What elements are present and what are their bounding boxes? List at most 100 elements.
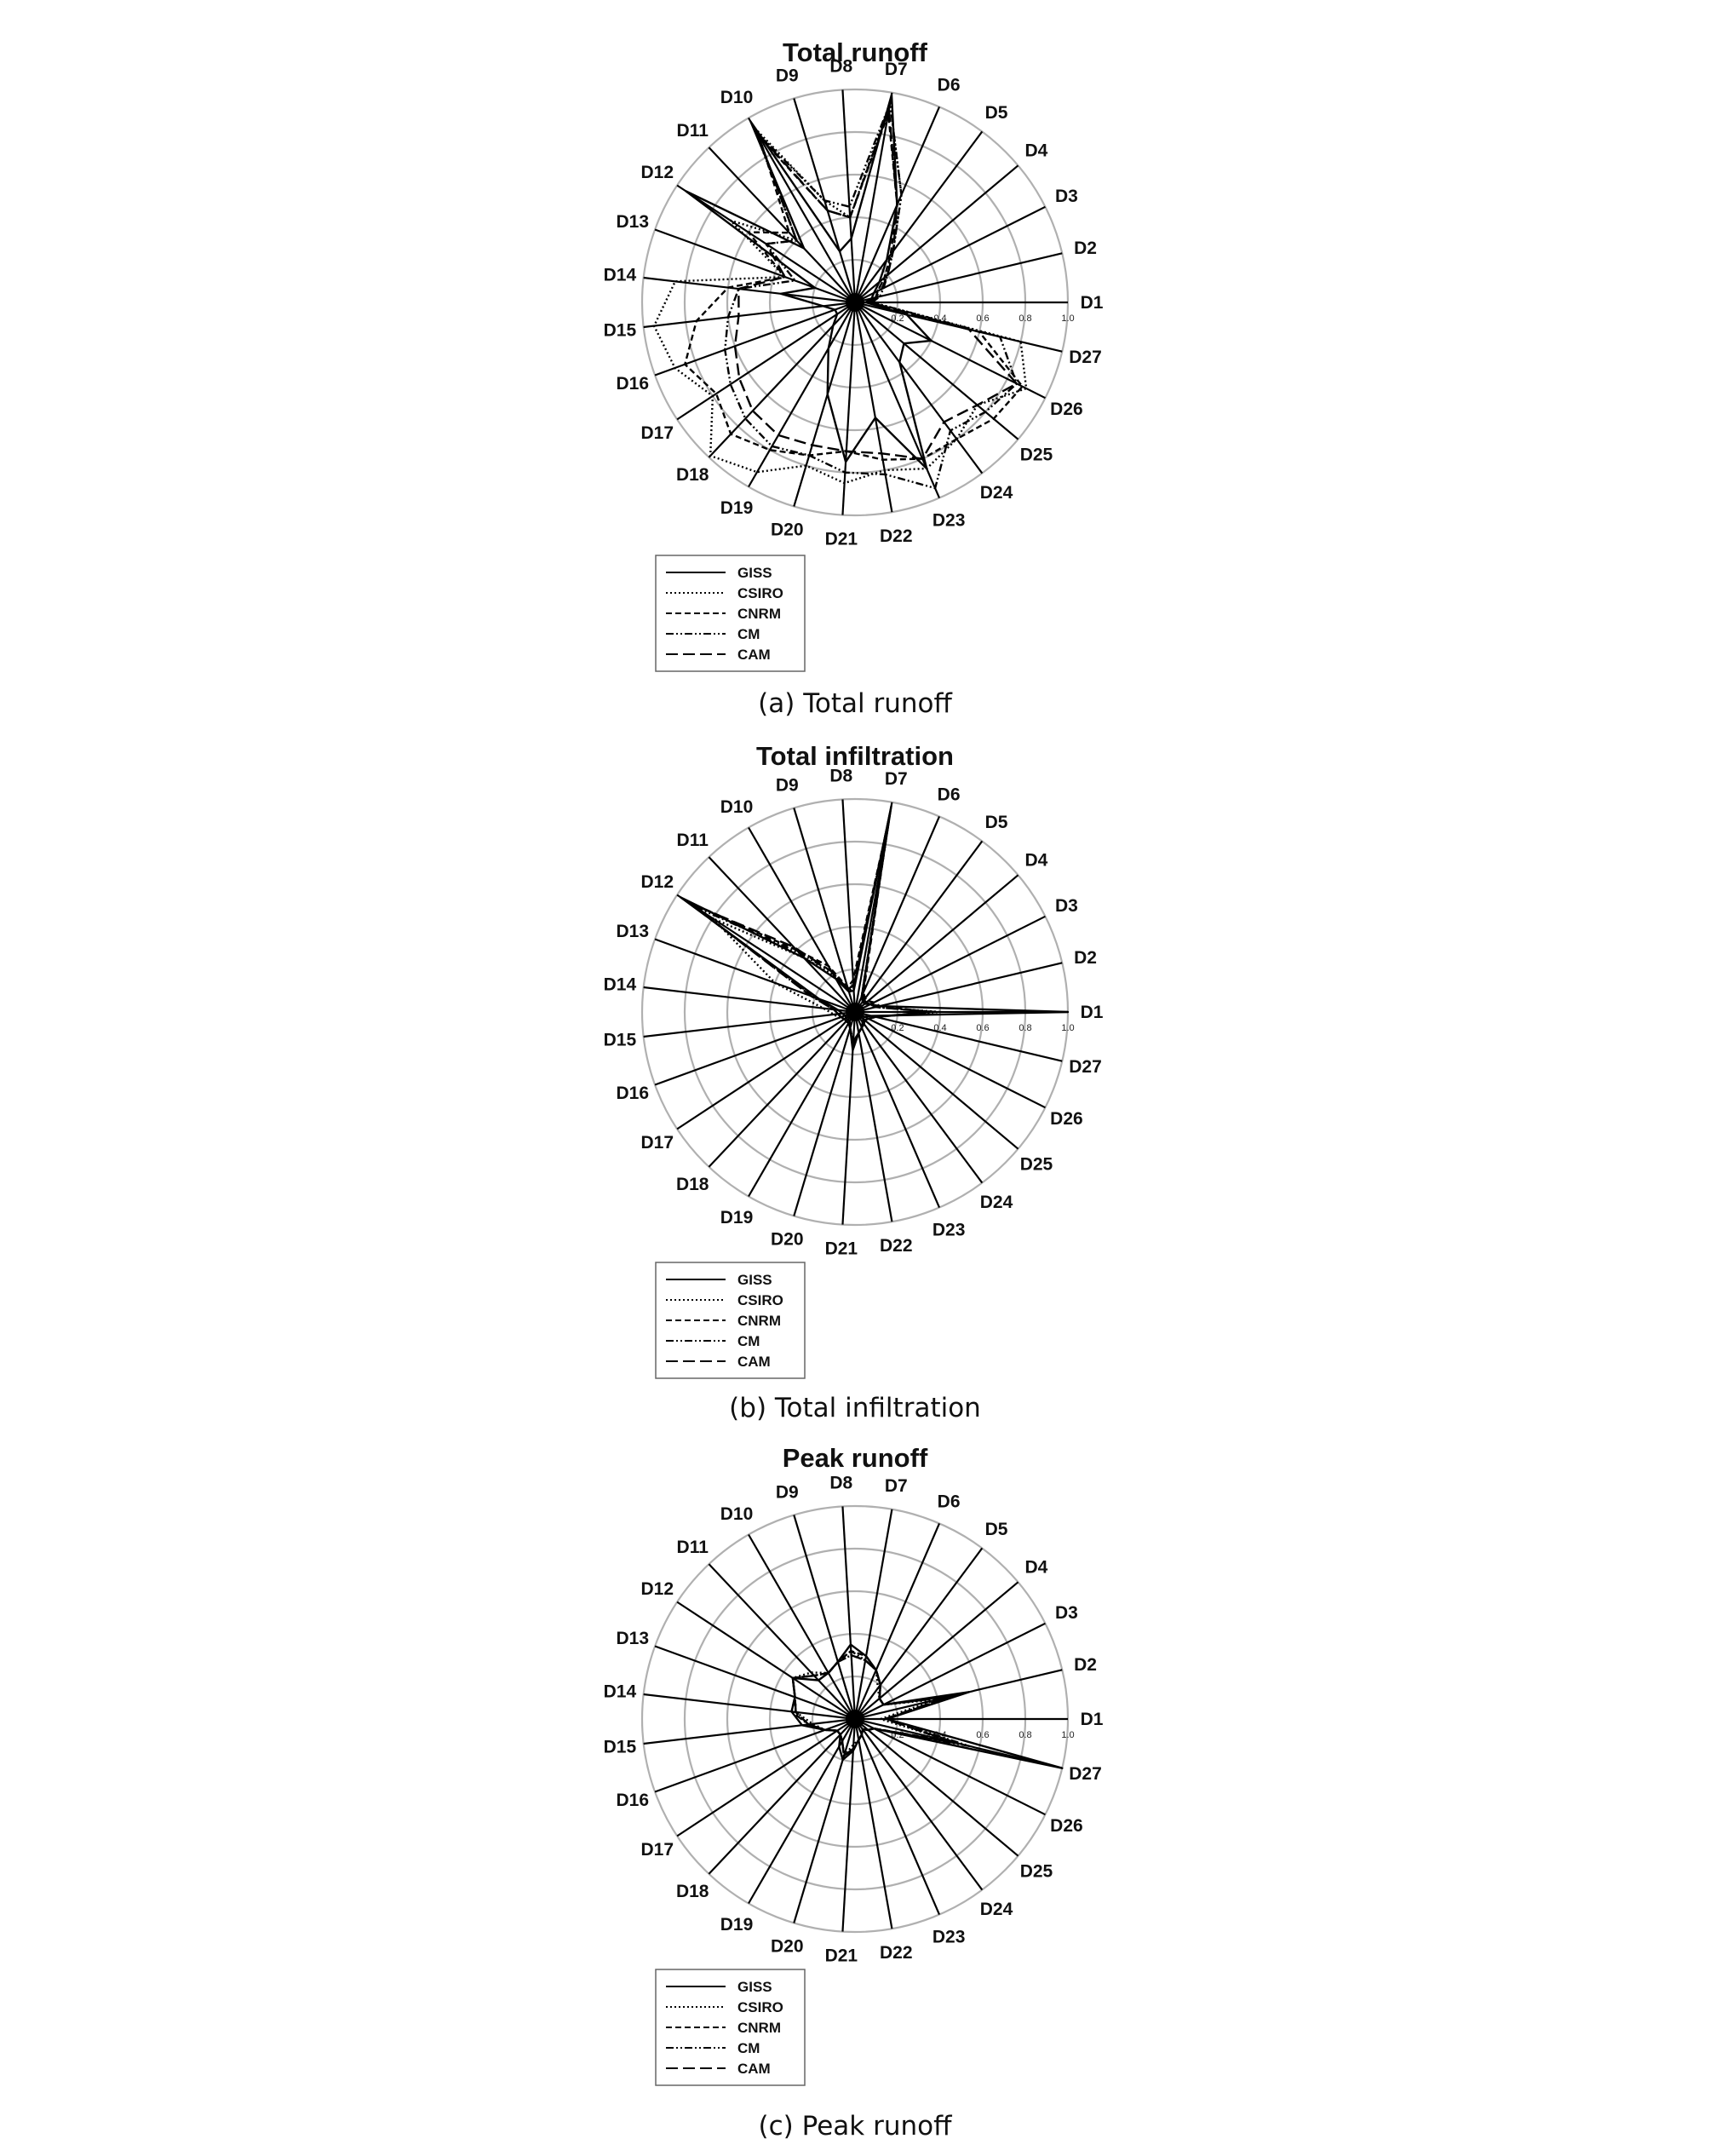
spoke-d25	[854, 1718, 1019, 1857]
legend-label-csiro: CSIRO	[737, 585, 783, 601]
spoke-label-d25: D25	[1020, 1155, 1053, 1175]
spoke-label-d11: D11	[677, 121, 709, 141]
spoke-label-d16: D16	[616, 374, 649, 394]
spoke-label-d21: D21	[825, 530, 858, 549]
spoke-d14	[643, 1693, 856, 1721]
spoke-label-d3: D3	[1055, 187, 1078, 206]
spoke-label-d10: D10	[720, 88, 754, 107]
spoke-label-d1: D1	[1081, 293, 1104, 313]
spoke-d21	[841, 302, 857, 515]
spoke-d26	[854, 302, 1046, 400]
legend-label-cnrm: CNRM	[737, 2020, 781, 2036]
legend: GISS CSIRO CNRM CM CAM	[655, 1262, 806, 1379]
spoke-label-d6: D6	[938, 785, 961, 805]
spoke-d11	[708, 1563, 856, 1720]
spoke-d5	[854, 130, 984, 303]
spoke-d4	[854, 1581, 1019, 1720]
spoke-d7	[853, 1509, 893, 1720]
center-hub	[846, 1710, 864, 1728]
spoke-label-d13: D13	[616, 1629, 649, 1648]
spoke-d20	[793, 1011, 857, 1216]
spoke-label-d15: D15	[604, 1030, 637, 1049]
spoke-label-d22: D22	[880, 1943, 913, 1963]
spoke-d24	[854, 302, 984, 474]
spoke-d19	[748, 1718, 856, 1905]
caption-total-runoff: (a) Total runoff	[758, 688, 952, 719]
spoke-d16	[654, 301, 856, 377]
spoke-label-d15: D15	[604, 1737, 637, 1756]
spoke-label-d18: D18	[676, 1882, 709, 1901]
spoke-label-d16: D16	[616, 1791, 649, 1810]
spoke-label-d10: D10	[720, 1504, 754, 1524]
spoke-d18	[708, 1011, 856, 1168]
spoke-d8	[841, 799, 857, 1013]
spoke-label-d13: D13	[616, 922, 649, 941]
spoke-label-d9: D9	[776, 776, 799, 796]
spoke-label-d12: D12	[640, 872, 674, 892]
spoke-label-d22: D22	[880, 1236, 913, 1256]
spoke-label-d9: D9	[776, 1483, 799, 1503]
spoke-label-d14: D14	[604, 1682, 637, 1702]
spoke-d26	[854, 1011, 1046, 1109]
spoke-label-d27: D27	[1069, 1057, 1102, 1077]
spoke-d12	[676, 894, 856, 1013]
spoke-d3	[854, 915, 1046, 1013]
caption-peak-runoff: (c) Peak runoff	[758, 2111, 952, 2142]
spoke-label-d20: D20	[771, 520, 804, 539]
spoke-d5	[854, 1547, 984, 1720]
radial-tick-label: 0.8	[1019, 313, 1031, 324]
radar-chart-peak-runoff: Peak runoff D1 D2 D3 D4 D5 D6 D7 D8 D9 D10 D11 D12 D1…	[604, 1443, 1104, 2086]
legend-label-cam: CAM	[737, 1354, 771, 1370]
series-cam-total-runoff	[733, 108, 1019, 460]
spoke-d25	[854, 1011, 1019, 1150]
spoke-d17	[676, 302, 856, 421]
spoke-label-d11: D11	[677, 831, 709, 850]
spoke-d16	[654, 1010, 856, 1086]
spoke-label-d1: D1	[1081, 1710, 1104, 1729]
legend-label-cnrm: CNRM	[737, 606, 781, 622]
legend-label-cm: CM	[737, 2040, 760, 2056]
spoke-d17	[676, 1011, 856, 1130]
spoke-d3	[854, 205, 1046, 303]
legend-label-giss: GISS	[737, 1272, 772, 1288]
spoke-label-d24: D24	[980, 1193, 1013, 1212]
spoke-d15	[643, 1010, 856, 1038]
spoke-d8	[841, 1506, 857, 1720]
spoke-d4	[854, 874, 1019, 1013]
radial-tick-label: 1.0	[1061, 313, 1074, 324]
spoke-label-d25: D25	[1020, 1862, 1053, 1882]
spoke-label-d26: D26	[1050, 400, 1083, 419]
legend: GISS CSIRO CNRM CM CAM	[655, 1969, 806, 2086]
spoke-d2	[854, 962, 1063, 1014]
spoke-d15	[643, 301, 856, 329]
legend-label-giss: GISS	[737, 1979, 772, 1995]
series-cnrm-total-runoff	[684, 112, 1024, 461]
spoke-label-d20: D20	[771, 1936, 804, 1956]
spoke-d12	[676, 1601, 856, 1720]
chart-title: Peak runoff	[783, 1443, 928, 1473]
spoke-label-d4: D4	[1025, 1557, 1048, 1577]
spoke-d13	[654, 228, 856, 304]
radial-tick-label: 0.2	[891, 1023, 904, 1033]
spoke-label-d17: D17	[640, 1133, 674, 1153]
spoke-d22	[853, 1011, 893, 1222]
chart-panel-total-runoff: Total runoff D1 D2 D3 D4 D5 D6 D7 D8 D9 D10 D11 D12 D…	[0, 0, 1710, 733]
radar-chart-total-infiltration: Total infiltration D1 D2 D3 D4 D5 D6 D7 D8 D9 D10 D…	[604, 741, 1104, 1379]
spoke-label-d2: D2	[1074, 948, 1097, 968]
spoke-label-d24: D24	[980, 483, 1013, 503]
spoke-d10	[748, 1533, 856, 1720]
series-cam-total-infiltration	[688, 814, 933, 1044]
spoke-d9	[793, 1515, 857, 1720]
legend-label-giss: GISS	[737, 565, 772, 581]
spoke-label-d19: D19	[720, 498, 754, 518]
spoke-label-d1: D1	[1081, 1003, 1104, 1022]
spoke-label-d25: D25	[1020, 446, 1053, 465]
spoke-label-d4: D4	[1025, 141, 1048, 160]
series-giss-total-runoff	[685, 94, 932, 470]
spoke-label-d27: D27	[1069, 1764, 1102, 1784]
spoke-d27	[854, 1010, 1063, 1062]
radial-tick-label: 0.6	[976, 1023, 989, 1033]
spoke-label-d10: D10	[720, 797, 754, 817]
chart-title: Total runoff	[783, 37, 928, 67]
spoke-label-d13: D13	[616, 212, 649, 232]
